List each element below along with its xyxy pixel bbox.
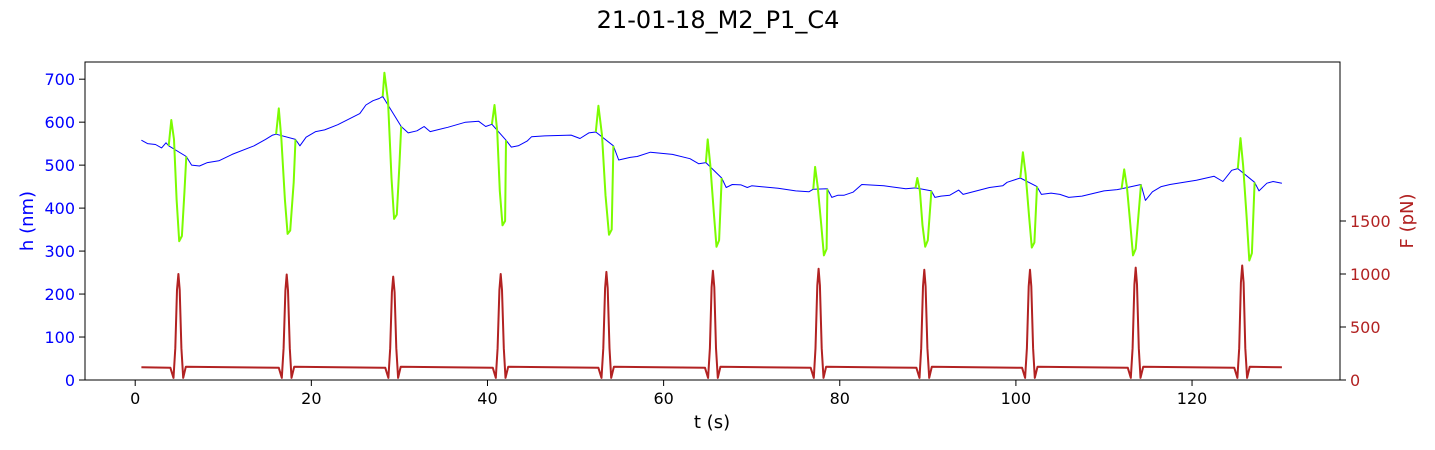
- height-dip-trace: [1019, 151, 1038, 249]
- height-dip-trace: [704, 138, 723, 248]
- y-left-tick-label: 100: [44, 328, 75, 347]
- x-tick-label: 20: [301, 389, 321, 408]
- x-axis-label: t (s): [694, 412, 730, 433]
- y-axis-left: 0 100 200 300 400 500 600 700: [44, 70, 85, 390]
- y-left-tick-label: 200: [44, 285, 75, 304]
- y-right-tick-label: 500: [1350, 318, 1381, 337]
- height-dip-trace: [381, 71, 403, 220]
- x-axis: 0 20 40 60 80 100 120: [130, 380, 1207, 408]
- y-right-tick-label: 1000: [1350, 265, 1391, 284]
- chart-title: 21-01-18_M2_P1_C4: [597, 6, 840, 34]
- x-tick-label: 80: [830, 389, 850, 408]
- x-tick-label: 60: [653, 389, 673, 408]
- height-trace: [141, 95, 1282, 201]
- height-dip-trace: [275, 107, 297, 235]
- plot-area: [84, 61, 1341, 381]
- y-axis-right-label: F (pN): [1397, 193, 1418, 248]
- y-axis-left-label: h (nm): [17, 191, 38, 251]
- y-axis-right: 0 500 1000 1500: [1340, 212, 1391, 390]
- height-dip-trace: [812, 165, 829, 257]
- height-dip-trace: [594, 104, 615, 236]
- y-right-tick-label: 1500: [1350, 212, 1391, 231]
- height-dip-trace: [490, 104, 507, 227]
- y-left-tick-label: 700: [44, 70, 75, 89]
- y-left-tick-label: 500: [44, 156, 75, 175]
- y-right-tick-label: 0: [1350, 371, 1360, 390]
- height-dip-trace: [914, 177, 933, 248]
- height-dip-trace: [1120, 168, 1142, 257]
- y-left-tick-label: 0: [65, 371, 75, 390]
- axes-frame: [84, 61, 1341, 381]
- x-tick-label: 100: [1001, 389, 1032, 408]
- y-left-tick-label: 300: [44, 242, 75, 261]
- x-tick-label: 120: [1177, 389, 1208, 408]
- height-dip-trace: [167, 119, 188, 243]
- force-trace: [141, 264, 1282, 379]
- y-left-tick-label: 600: [44, 113, 75, 132]
- x-tick-label: 40: [477, 389, 497, 408]
- height-dip-trace: [1236, 137, 1256, 262]
- series-layer: [141, 71, 1282, 379]
- x-tick-label: 0: [130, 389, 140, 408]
- y-left-tick-label: 400: [44, 199, 75, 218]
